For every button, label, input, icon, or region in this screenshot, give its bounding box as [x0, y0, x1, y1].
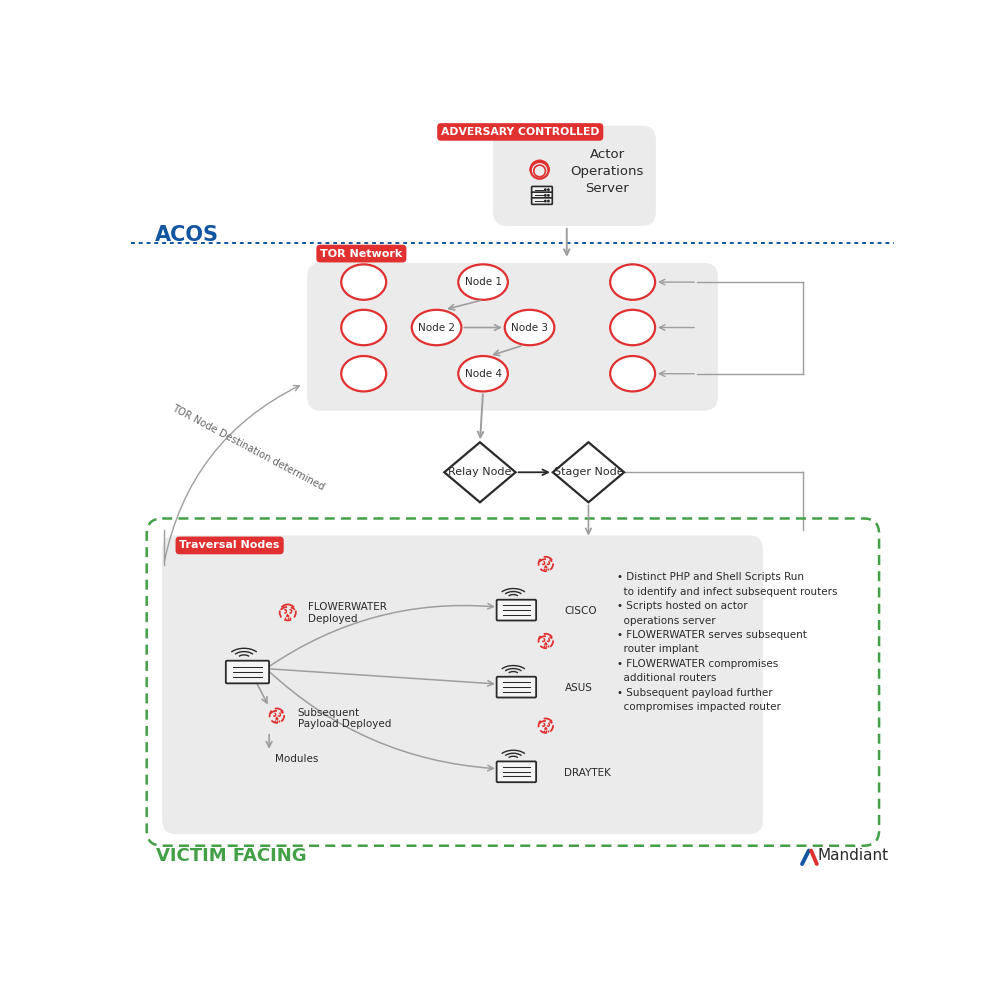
Text: Mandiant: Mandiant — [818, 848, 889, 863]
Text: Node 2: Node 2 — [418, 323, 455, 333]
FancyBboxPatch shape — [307, 263, 718, 410]
Text: DRAYTEK: DRAYTEK — [564, 768, 611, 777]
Text: Relay Node: Relay Node — [448, 467, 512, 477]
Text: Traversal Nodes: Traversal Nodes — [179, 540, 280, 550]
Ellipse shape — [341, 310, 386, 345]
Ellipse shape — [458, 265, 508, 300]
Text: CISCO: CISCO — [564, 606, 597, 616]
FancyBboxPatch shape — [532, 186, 552, 193]
Text: • Distinct PHP and Shell Scripts Run
  to identify and infect subsequent routers: • Distinct PHP and Shell Scripts Run to … — [617, 573, 838, 712]
Circle shape — [545, 201, 546, 202]
FancyBboxPatch shape — [532, 192, 552, 199]
Text: ADVERSARY CONTROLLED: ADVERSARY CONTROLLED — [441, 127, 600, 137]
Ellipse shape — [458, 356, 508, 392]
Ellipse shape — [341, 265, 386, 300]
Text: VICTIM FACING: VICTIM FACING — [156, 847, 307, 865]
Circle shape — [545, 189, 546, 191]
Ellipse shape — [505, 310, 554, 345]
Ellipse shape — [412, 310, 461, 345]
FancyBboxPatch shape — [493, 126, 656, 226]
Text: ACOS: ACOS — [154, 225, 218, 245]
FancyBboxPatch shape — [226, 660, 269, 683]
Ellipse shape — [610, 356, 655, 392]
Polygon shape — [553, 442, 624, 502]
Text: Node 3: Node 3 — [511, 323, 548, 333]
Text: Node 4: Node 4 — [465, 369, 502, 379]
Ellipse shape — [610, 265, 655, 300]
Circle shape — [548, 195, 549, 196]
Text: FLOWERWATER
Deployed: FLOWERWATER Deployed — [308, 602, 387, 624]
FancyBboxPatch shape — [497, 599, 536, 621]
Ellipse shape — [341, 356, 386, 392]
Text: TOR Node Destination determined: TOR Node Destination determined — [170, 403, 326, 492]
Text: Node 1: Node 1 — [465, 277, 502, 287]
Polygon shape — [444, 442, 516, 502]
Text: Actor
Operations
Server: Actor Operations Server — [570, 149, 644, 196]
FancyBboxPatch shape — [497, 677, 536, 698]
Text: TOR Network: TOR Network — [320, 249, 402, 259]
Ellipse shape — [610, 310, 655, 345]
Circle shape — [548, 201, 549, 202]
FancyArrowPatch shape — [811, 850, 817, 864]
Circle shape — [545, 195, 546, 196]
Text: Stager Node: Stager Node — [554, 467, 623, 477]
FancyArrowPatch shape — [802, 850, 809, 864]
FancyBboxPatch shape — [497, 762, 536, 782]
Circle shape — [548, 189, 549, 191]
Text: Modules: Modules — [275, 755, 318, 765]
Text: ASUS: ASUS — [564, 683, 592, 693]
FancyBboxPatch shape — [532, 198, 552, 205]
FancyBboxPatch shape — [162, 535, 763, 834]
Text: Subsequent
Payload Deployed: Subsequent Payload Deployed — [298, 707, 391, 729]
